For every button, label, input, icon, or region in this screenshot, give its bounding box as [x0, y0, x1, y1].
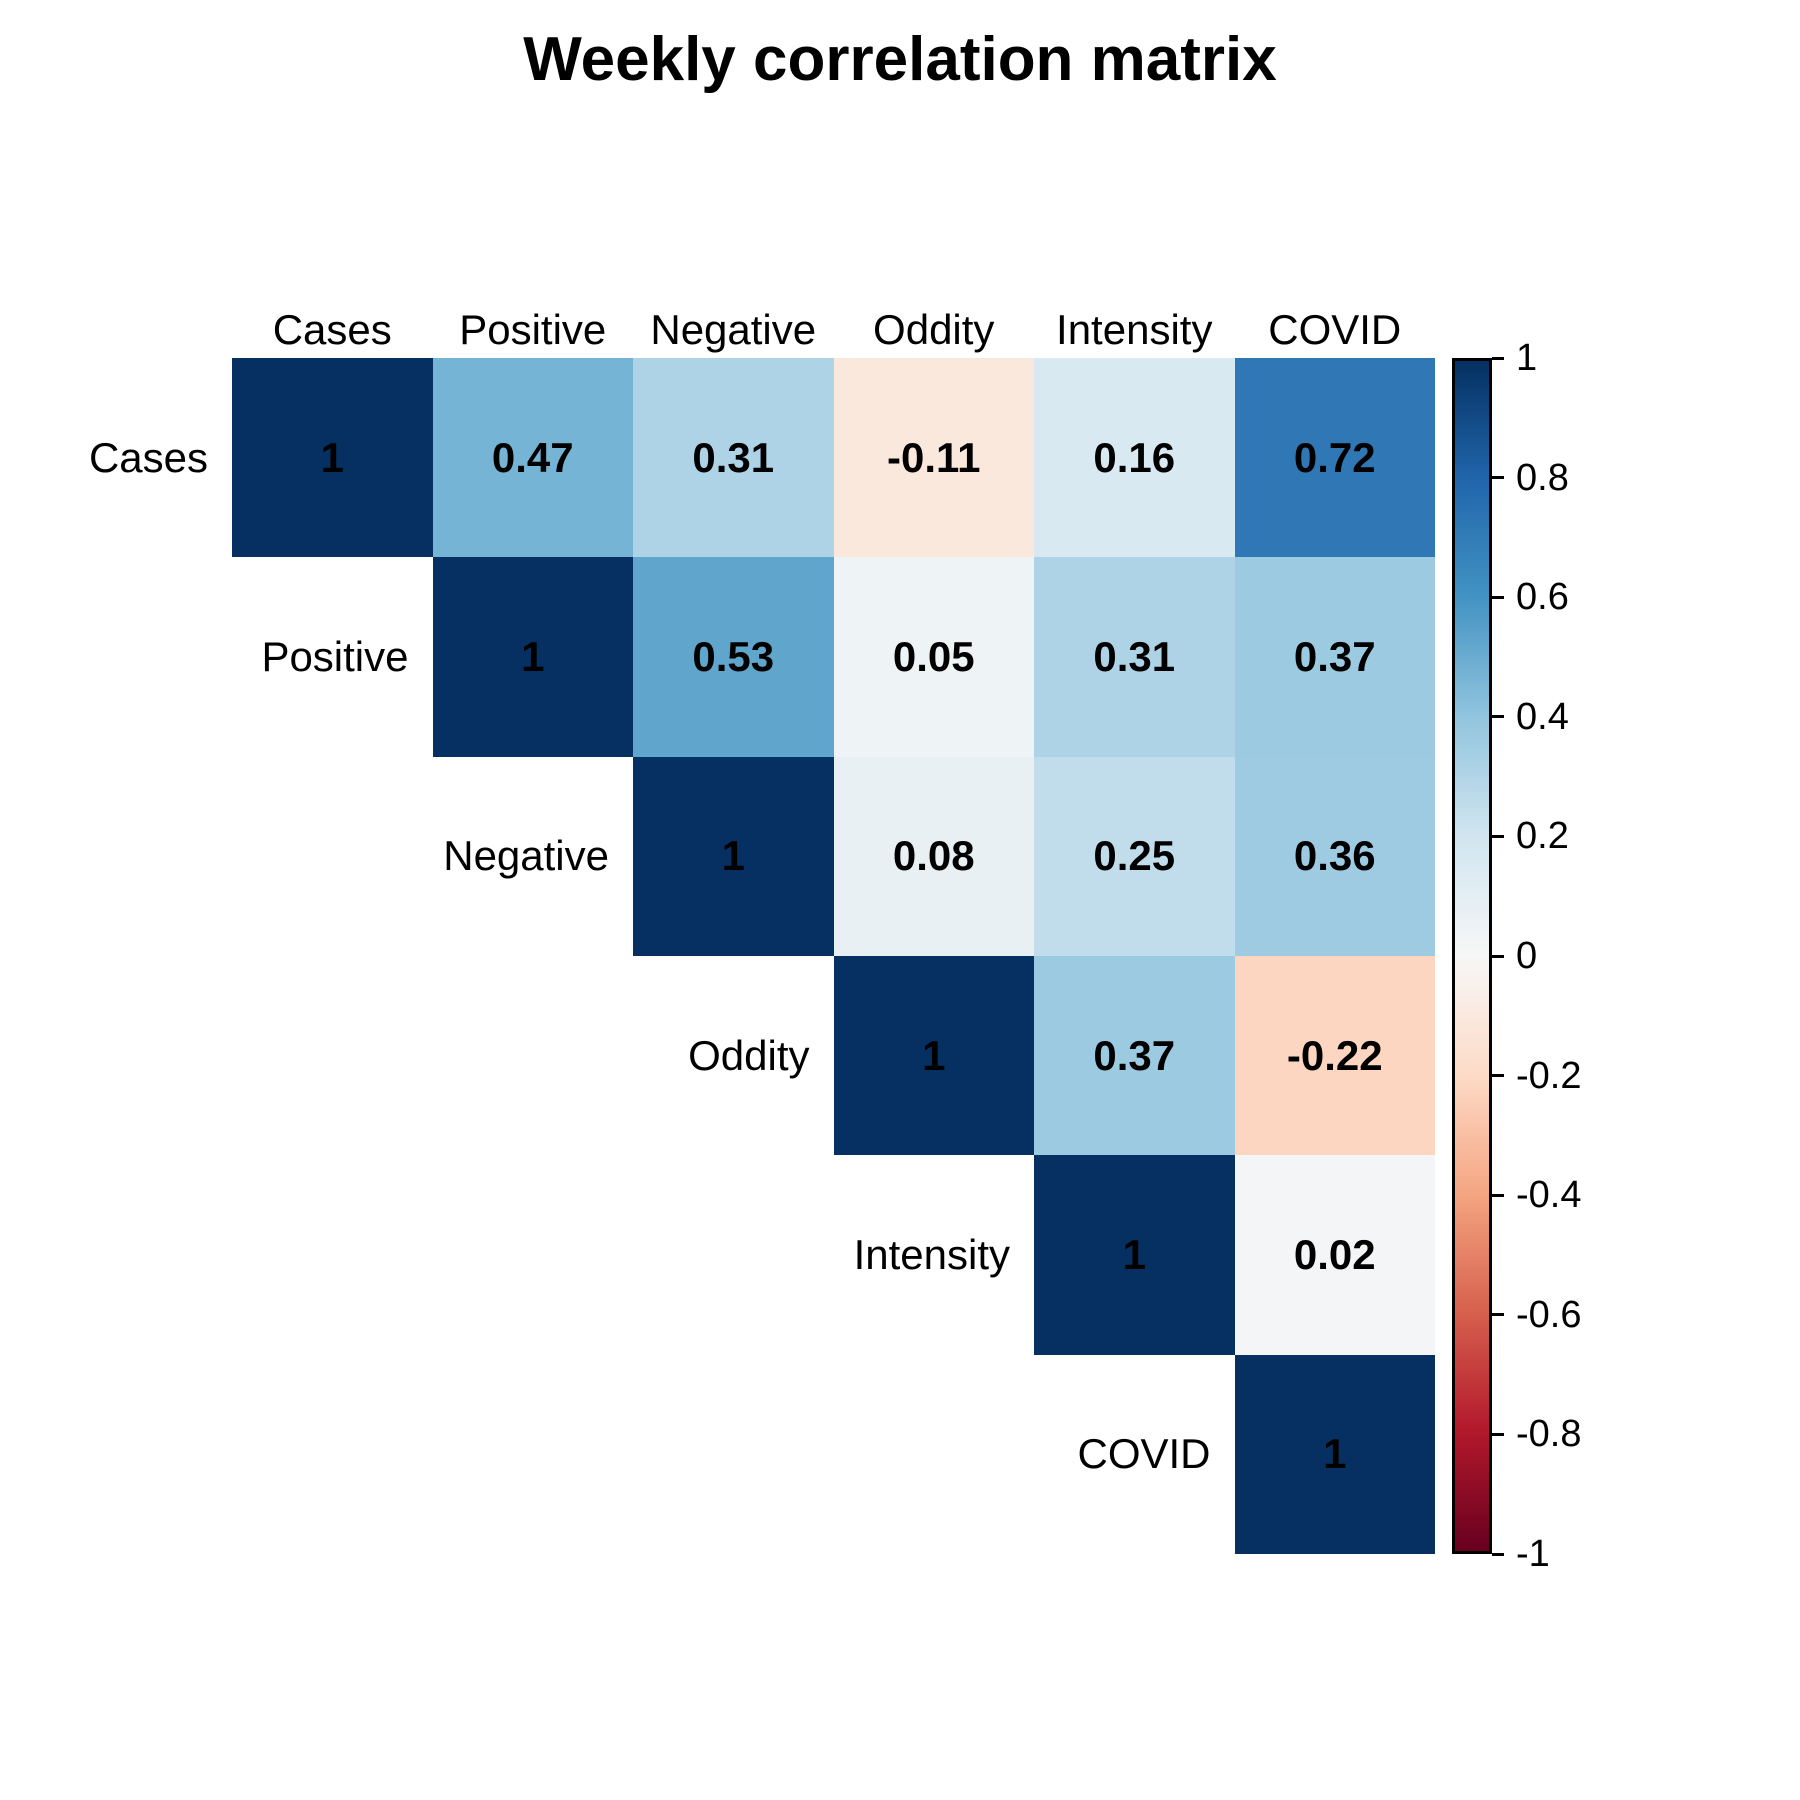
matrix-cell-oddity-oddity: 1 — [833, 955, 1034, 1156]
colorbar-gradient — [1452, 358, 1492, 1554]
colorbar-tick-mark — [1492, 595, 1504, 599]
row-label-covid: COVID — [1077, 1430, 1211, 1478]
correlation-value: 0.37 — [1293, 632, 1376, 680]
correlation-value: 1 — [320, 433, 344, 481]
colorbar-tick-label: 0.8 — [1516, 456, 1569, 499]
correlation-value: -0.11 — [887, 433, 981, 481]
column-label-covid: COVID — [1268, 306, 1402, 353]
colorbar-tick-mark — [1492, 1193, 1504, 1197]
correlation-value: 0.02 — [1293, 1230, 1376, 1278]
colorbar-tick-mark — [1492, 715, 1504, 719]
colorbar-tick-label: -0.4 — [1516, 1174, 1582, 1217]
colorbar-tick-mark — [1492, 1313, 1504, 1317]
matrix-cell-positive-oddity: 0.05 — [833, 557, 1034, 757]
colorbar-tick-label: 0.6 — [1516, 576, 1569, 619]
correlation-value: -0.22 — [1286, 1031, 1383, 1079]
colorbar-tick-mark — [1492, 476, 1504, 480]
colorbar-tick-label: 0.4 — [1516, 695, 1569, 738]
column-label-negative: Negative — [650, 306, 817, 353]
colorbar-tick-label: -1 — [1516, 1533, 1550, 1575]
row-label-negative: Negative — [443, 832, 609, 880]
matrix-cell-positive-intensity: 0.31 — [1034, 557, 1235, 757]
colorbar-tick-label: 0 — [1516, 935, 1538, 977]
correlation-value: 1 — [922, 1031, 946, 1079]
correlation-value: 1 — [1323, 1430, 1347, 1478]
matrix-cell-cases-oddity: -0.11 — [833, 358, 1034, 558]
correlation-value: 1 — [1122, 1230, 1146, 1278]
colorbar-tick-label: -0.6 — [1516, 1293, 1582, 1336]
correlation-value: 0.05 — [892, 632, 975, 680]
correlation-value: 0.25 — [1093, 832, 1176, 880]
matrix-cell-negative-negative: 1 — [633, 756, 834, 956]
correlation-value: 0.72 — [1293, 433, 1376, 481]
colorbar-tick-mark — [1492, 356, 1504, 360]
matrix-cell-cases-intensity: 0.16 — [1034, 358, 1235, 558]
correlation-value: 0.16 — [1093, 433, 1176, 481]
correlation-value: 0.47 — [491, 433, 574, 481]
row-label-positive: Positive — [261, 632, 409, 680]
matrix-cell-positive-covid: 0.37 — [1234, 557, 1435, 757]
matrix-cell-negative-intensity: 0.25 — [1034, 756, 1235, 956]
matrix-cell-positive-positive: 1 — [432, 557, 633, 757]
matrix-cell-intensity-covid: 0.02 — [1234, 1155, 1435, 1355]
correlation-value: 0.53 — [692, 632, 775, 680]
row-label-oddity: Oddity — [688, 1031, 810, 1079]
colorbar-tick-mark — [1492, 834, 1504, 838]
matrix-cell-negative-covid: 0.36 — [1234, 756, 1435, 956]
row-label-cases: Cases — [88, 433, 208, 481]
matrix-cell-intensity-intensity: 1 — [1034, 1155, 1235, 1355]
correlation-value: 0.08 — [892, 832, 975, 880]
colorbar-tick-mark — [1492, 1074, 1504, 1078]
matrix-cell-covid-covid: 1 — [1234, 1354, 1435, 1554]
column-label-cases: Cases — [272, 306, 392, 353]
colorbar-tick-mark — [1492, 1432, 1504, 1436]
correlation-value: 0.31 — [1093, 632, 1176, 680]
column-label-positive: Positive — [459, 306, 607, 353]
colorbar-tick-mark — [1492, 1552, 1504, 1556]
correlation-value: 1 — [521, 632, 545, 680]
matrix-cell-cases-positive: 0.47 — [432, 358, 633, 558]
matrix-cell-negative-oddity: 0.08 — [833, 756, 1034, 956]
colorbar-tick-label: 0.2 — [1516, 815, 1569, 858]
chart-title: Weekly correlation matrix — [523, 25, 1277, 94]
matrix-cell-oddity-intensity: 0.37 — [1034, 955, 1235, 1156]
column-label-intensity: Intensity — [1056, 306, 1213, 353]
matrix-cell-cases-covid: 0.72 — [1234, 358, 1435, 558]
column-label-oddity: Oddity — [873, 306, 995, 353]
matrix-cell-oddity-covid: -0.22 — [1234, 955, 1435, 1156]
row-label-intensity: Intensity — [853, 1230, 1010, 1278]
correlation-value: 0.36 — [1293, 832, 1376, 880]
colorbar-tick-label: 1 — [1516, 337, 1538, 379]
matrix-cell-cases-negative: 0.31 — [633, 358, 834, 558]
correlation-value: 0.31 — [692, 433, 775, 481]
correlation-value: 1 — [721, 832, 745, 880]
colorbar-tick-mark — [1492, 954, 1504, 958]
matrix-cell-cases-cases: 1 — [232, 358, 433, 558]
colorbar-tick-label: -0.8 — [1516, 1413, 1582, 1456]
correlation-value: 0.37 — [1093, 1031, 1176, 1079]
colorbar-tick-label: -0.2 — [1516, 1054, 1582, 1097]
matrix-cell-positive-negative: 0.53 — [633, 557, 834, 757]
